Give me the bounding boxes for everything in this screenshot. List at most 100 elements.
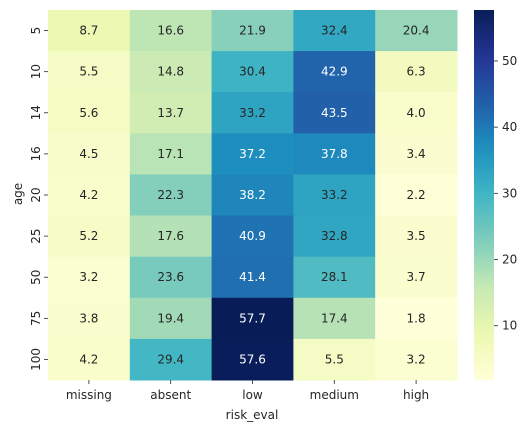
x-axis-label: risk_eval <box>226 408 279 422</box>
x-tick-label: high <box>403 388 429 402</box>
cell-value-label: 23.6 <box>157 270 184 284</box>
y-axis-ticks: 5 10 14 16 20 25 50 75 100 <box>29 27 48 371</box>
y-axis-label: age <box>11 183 25 205</box>
heatmap-cell-25-high <box>375 215 458 258</box>
cell-value-label: 17.6 <box>157 229 184 243</box>
heatmap-cell-14-high <box>375 92 458 134</box>
cell-value-label: 32.4 <box>321 24 348 38</box>
heatmap-cell-10-missing <box>48 51 131 93</box>
cell-value-label: 17.1 <box>157 147 184 161</box>
cell-value-label: 57.6 <box>239 352 266 366</box>
heatmap-cell-5-low <box>211 10 294 52</box>
cell-value-label: 37.2 <box>239 147 266 161</box>
cell-value-label: 5.2 <box>79 229 98 243</box>
cell-value-label: 20.4 <box>403 24 430 38</box>
heatmap-cell-10-medium <box>293 51 376 93</box>
heatmap-cell-100-absent <box>129 338 213 381</box>
y-tick-label: 100 <box>29 348 43 371</box>
cell-value-label: 8.7 <box>79 24 98 38</box>
y-tick-label: 75 <box>29 311 43 326</box>
heatmap-cell-50-absent <box>129 256 213 299</box>
colorbar-tick-label: 10 <box>502 319 517 333</box>
cell-value-label: 2.2 <box>407 188 426 202</box>
heatmap-cell-25-absent <box>129 215 213 258</box>
heatmap-cell-75-low <box>211 297 294 340</box>
heatmap-cell-100-low <box>211 338 294 381</box>
cell-value-label: 40.9 <box>239 229 266 243</box>
cell-value-label: 43.5 <box>321 106 348 120</box>
cell-value-label: 6.3 <box>407 65 426 79</box>
cell-value-label: 42.9 <box>321 65 348 79</box>
colorbar-tick-label: 30 <box>502 186 517 200</box>
cell-value-label: 13.7 <box>157 106 184 120</box>
heatmap-cell-5-absent <box>129 10 213 52</box>
cell-value-label: 3.2 <box>79 270 98 284</box>
heatmap-cell-50-medium <box>293 256 376 299</box>
heatmap-cell-25-missing <box>48 215 131 258</box>
cell-value-label: 1.8 <box>407 311 426 325</box>
heatmap-cell-100-medium <box>293 338 376 381</box>
y-tick-label: 20 <box>29 187 43 202</box>
cell-value-label: 28.1 <box>321 270 348 284</box>
cell-value-label: 5.5 <box>79 65 98 79</box>
heatmap-cell-16-high <box>375 133 458 175</box>
cell-value-label: 3.7 <box>407 270 426 284</box>
x-tick-label: low <box>242 388 263 402</box>
heatmap-cell-5-missing <box>48 10 131 52</box>
cell-value-label: 38.2 <box>239 188 266 202</box>
colorbar-tick-label: 50 <box>502 54 517 68</box>
cell-value-label: 4.2 <box>79 188 98 202</box>
y-tick-label: 14 <box>29 105 43 120</box>
heatmap-cell-75-missing <box>48 297 131 340</box>
heatmap-cell-16-missing <box>48 133 131 175</box>
heatmap-cell-10-low <box>211 51 294 93</box>
heatmap-cell-20-high <box>375 174 458 217</box>
cell-value-label: 17.4 <box>321 311 348 325</box>
cell-value-label: 32.8 <box>321 229 348 243</box>
y-tick-label: 25 <box>29 228 43 243</box>
colorbar-ticks: 10 20 30 40 50 <box>494 54 517 333</box>
cell-value-label: 4.2 <box>79 352 98 366</box>
cell-value-label: 33.2 <box>321 188 348 202</box>
cell-value-label: 3.2 <box>407 352 426 366</box>
cell-value-label: 3.5 <box>407 229 426 243</box>
heatmap-cell-25-medium <box>293 215 376 258</box>
heatmap-cell-50-missing <box>48 256 131 299</box>
heatmap-cell-20-low <box>211 174 294 217</box>
cell-value-label: 37.8 <box>321 147 348 161</box>
cell-value-label: 3.8 <box>79 311 98 325</box>
heatmap-cell-14-absent <box>129 92 213 134</box>
heatmap-cell-10-absent <box>129 51 213 93</box>
cell-value-label: 14.8 <box>157 65 184 79</box>
y-tick-label: 10 <box>29 64 43 79</box>
cell-value-label: 19.4 <box>157 311 184 325</box>
y-tick-label: 50 <box>29 270 43 285</box>
cell-value-label: 5.6 <box>79 106 98 120</box>
cell-value-label: 4.0 <box>407 106 426 120</box>
cell-value-label: 3.4 <box>407 147 426 161</box>
cell-value-label: 57.7 <box>239 311 266 325</box>
heatmap-cell-labels: 8.7 16.6 21.9 32.4 20.4 5.5 14.8 30.4 42.9 6.3 5.6… <box>79 24 429 367</box>
y-tick-label: 5 <box>29 27 43 35</box>
heatmap-cell-100-missing <box>48 338 131 381</box>
heatmap-cell-25-low <box>211 215 294 258</box>
heatmap-cell-20-medium <box>293 174 376 217</box>
heatmap-cell-14-missing <box>48 92 131 134</box>
heatmap-cell-14-medium <box>293 92 376 134</box>
heatmap-cell-75-medium <box>293 297 376 340</box>
heatmap-cell-14-low <box>211 92 294 134</box>
x-tick-label: medium <box>310 388 359 402</box>
cell-value-label: 41.4 <box>239 270 266 284</box>
heatmap-cell-20-absent <box>129 174 213 217</box>
heatmap-cell-10-high <box>375 51 458 93</box>
colorbar-tick-label: 40 <box>502 120 517 134</box>
cell-value-label: 22.3 <box>157 188 184 202</box>
heatmap-cells <box>48 10 458 381</box>
heatmap-cell-50-high <box>375 256 458 299</box>
heatmap-cell-75-high <box>375 297 458 340</box>
heatmap-cell-16-medium <box>293 133 376 175</box>
cell-value-label: 30.4 <box>239 65 266 79</box>
heatmap-cell-5-high <box>375 10 458 52</box>
x-axis-ticks: missing absent low medium high <box>66 380 429 402</box>
